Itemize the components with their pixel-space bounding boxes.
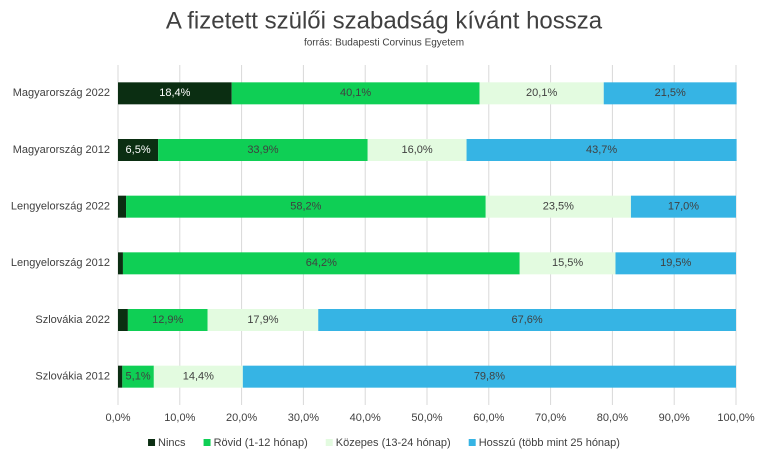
value-label: 14,4% xyxy=(183,371,214,383)
bar-segment xyxy=(118,252,123,275)
value-label: 64,2% xyxy=(306,257,337,269)
bar-segment xyxy=(207,309,319,331)
x-tick-label: 50,0% xyxy=(411,412,442,424)
bar-segment xyxy=(118,139,159,161)
chart-subtitle: forrás: Budapesti Corvinus Egyetem xyxy=(304,38,464,49)
bar-segment xyxy=(118,309,128,331)
bar-segment xyxy=(153,365,243,388)
value-label: 40,1% xyxy=(340,87,371,99)
bar-segment xyxy=(466,139,737,161)
x-tick-label: 10,0% xyxy=(164,412,195,424)
legend-label: Közepes (13-24 hónap) xyxy=(336,437,451,449)
x-tick-label: 30,0% xyxy=(288,412,319,424)
legend-swatch xyxy=(148,439,156,446)
bar-segment xyxy=(122,252,520,275)
legend: Nincs Rövid (1-12 hónap) Közepes (13-24 hó… xyxy=(148,437,620,449)
bar-segment xyxy=(126,195,486,218)
value-label: 79,8% xyxy=(474,371,505,383)
bar-segment xyxy=(630,195,736,218)
legend-swatch xyxy=(468,439,476,446)
value-label: 17,0% xyxy=(668,201,699,213)
y-tick-label: Magyarország 2022 xyxy=(13,87,110,99)
y-tick-label: Lengyelország 2012 xyxy=(11,257,110,269)
bar-segment xyxy=(318,309,736,331)
bar-segment xyxy=(603,82,737,105)
bar-segment xyxy=(158,139,368,161)
x-tick-label: 40,0% xyxy=(350,412,381,424)
value-label: 33,9% xyxy=(247,144,278,156)
x-tick-label: 60,0% xyxy=(473,412,504,424)
value-label: 20,1% xyxy=(526,87,557,99)
bar-segment xyxy=(127,309,208,331)
value-label: 16,0% xyxy=(402,144,433,156)
x-tick-label: 20,0% xyxy=(226,412,257,424)
y-tick-label: Magyarország 2012 xyxy=(13,144,110,156)
legend-label: Hosszú (több mint 25 hónap) xyxy=(479,437,620,449)
value-label: 6,5% xyxy=(126,144,151,156)
bar-segment xyxy=(231,82,480,105)
bar-segment xyxy=(485,195,631,218)
y-tick-label: Szlovákia 2012 xyxy=(35,371,110,383)
bar-segment xyxy=(367,139,467,161)
legend-swatch xyxy=(203,439,211,446)
x-tick-label: 100,0% xyxy=(717,412,755,424)
value-label: 19,5% xyxy=(660,257,691,269)
x-tick-label: 0,0% xyxy=(105,412,130,424)
x-tick-label: 90,0% xyxy=(659,412,690,424)
y-tick-label: Lengyelország 2022 xyxy=(11,201,110,213)
x-tick-label: 70,0% xyxy=(535,412,566,424)
value-label: 21,5% xyxy=(655,87,686,99)
bar-segment xyxy=(118,365,123,388)
value-label: 67,6% xyxy=(512,314,543,326)
bar-segment xyxy=(615,252,736,275)
value-label: 12,9% xyxy=(152,314,183,326)
legend-label: Rövid (1-12 hónap) xyxy=(214,437,308,449)
chart-title: A fizetett szülői szabadság kívánt hossz… xyxy=(166,7,603,34)
value-label: 15,5% xyxy=(552,257,583,269)
legend-swatch xyxy=(325,439,333,446)
bar-segment xyxy=(242,365,736,388)
bar-segment xyxy=(118,82,232,105)
bar-segment xyxy=(519,252,616,275)
value-label: 58,2% xyxy=(290,201,321,213)
bar-segment xyxy=(118,195,127,218)
bar-segment xyxy=(479,82,604,105)
value-label: 18,4% xyxy=(159,87,190,99)
y-tick-label: Szlovákia 2022 xyxy=(35,314,110,326)
value-label: 5,1% xyxy=(126,371,151,383)
legend-label: Nincs xyxy=(158,437,186,449)
bar-segment xyxy=(122,365,154,388)
x-tick-label: 80,0% xyxy=(597,412,628,424)
value-label: 23,5% xyxy=(543,201,574,213)
value-label: 17,9% xyxy=(247,314,278,326)
value-label: 43,7% xyxy=(586,144,617,156)
